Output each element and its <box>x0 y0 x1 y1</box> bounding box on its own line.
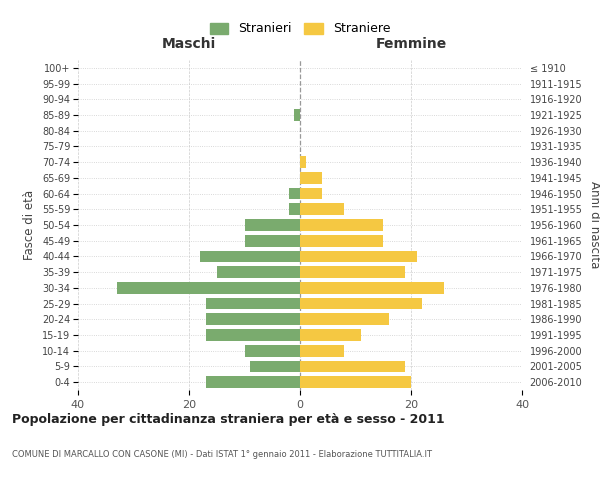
Bar <box>206 314 300 325</box>
Bar <box>300 219 383 231</box>
Text: Femmine: Femmine <box>376 36 446 51</box>
Bar <box>300 235 383 246</box>
Bar <box>206 376 300 388</box>
Legend: Stranieri, Straniere: Stranieri, Straniere <box>206 18 394 40</box>
Bar <box>300 314 389 325</box>
Bar <box>300 156 305 168</box>
Text: Popolazione per cittadinanza straniera per età e sesso - 2011: Popolazione per cittadinanza straniera p… <box>12 412 445 426</box>
Y-axis label: Anni di nascita: Anni di nascita <box>588 182 600 268</box>
Bar <box>300 282 444 294</box>
Bar <box>300 250 416 262</box>
Bar <box>300 345 344 356</box>
Bar <box>200 250 300 262</box>
Bar <box>245 345 300 356</box>
Bar <box>217 266 300 278</box>
Bar <box>245 235 300 246</box>
Bar <box>300 266 406 278</box>
Bar <box>289 204 300 215</box>
Bar <box>245 219 300 231</box>
Bar <box>300 360 406 372</box>
Y-axis label: Fasce di età: Fasce di età <box>23 190 37 260</box>
Bar <box>117 282 300 294</box>
Bar <box>300 172 322 184</box>
Text: Maschi: Maschi <box>162 36 216 51</box>
Bar <box>206 329 300 341</box>
Bar <box>289 188 300 200</box>
Bar <box>206 298 300 310</box>
Bar <box>300 329 361 341</box>
Bar <box>300 188 322 200</box>
Bar <box>300 204 344 215</box>
Bar <box>300 376 411 388</box>
Bar <box>295 109 300 121</box>
Text: COMUNE DI MARCALLO CON CASONE (MI) - Dati ISTAT 1° gennaio 2011 - Elaborazione T: COMUNE DI MARCALLO CON CASONE (MI) - Dat… <box>12 450 432 459</box>
Bar <box>300 298 422 310</box>
Bar <box>250 360 300 372</box>
